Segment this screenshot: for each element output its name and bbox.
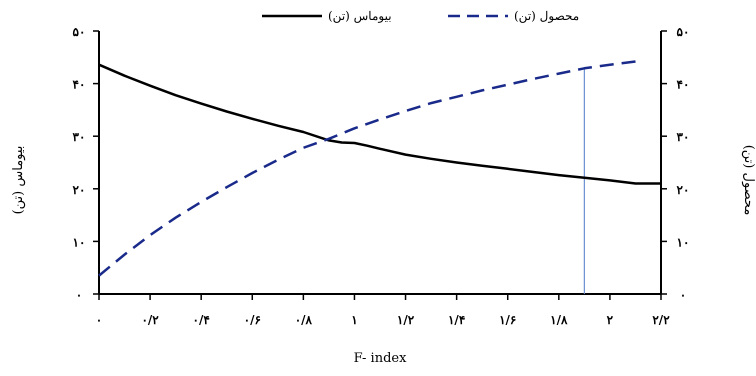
x-tick-label: ۱/۶ (499, 313, 516, 327)
series-line-product (98, 60, 636, 277)
x-tick-label: ۰/۴ (193, 313, 210, 327)
series-line-biomass (98, 63, 661, 185)
y-axis-title-right: محصول (تن) (741, 145, 756, 216)
x-tick-label: ۰ (96, 313, 102, 327)
y-tick-label-left: ۰ (76, 288, 82, 302)
y-tick-label-left: ۵۰ (73, 25, 86, 39)
x-tick-label: ۲/۲ (652, 313, 670, 327)
y-tick-label-right: ۲۰ (677, 183, 690, 197)
x-tick-label: ۰/۲ (141, 313, 159, 327)
x-tick-label: ۲ (607, 313, 614, 327)
x-tick-label: ۱/۲ (397, 313, 415, 327)
y-tick-label-right: ۴۰ (677, 78, 690, 92)
y-tick-label-left: ۱۰ (73, 235, 86, 249)
y-tick-label-right: ۰ (680, 288, 686, 302)
x-tick-label: ۱ (351, 313, 357, 327)
axes (98, 31, 662, 295)
y-tick-label-left: ۳۰ (73, 130, 86, 144)
x-tick-label: ۱/۴ (448, 313, 465, 327)
legend-label-product: محصول (تن) (514, 9, 579, 23)
y-tick-label-left: ۲۰ (73, 183, 86, 197)
y-tick-label-right: ۵۰ (677, 25, 690, 39)
x-tick-label: ۰/۶ (244, 313, 261, 327)
legend-label-biomass: بیوماس (تن) (328, 9, 392, 23)
legend: بیوماس (تن) محصول (تن) (262, 9, 579, 23)
x-tick-label: ۰/۸ (295, 313, 313, 327)
y-tick-label-right: ۳۰ (677, 130, 690, 144)
x-tick-label: ۱/۸ (550, 313, 568, 327)
y-axis-title-left: بیوماس (تن) (11, 146, 26, 215)
y-tick-label-right: ۱۰ (677, 235, 690, 249)
y-tick-label-left: ۴۰ (73, 78, 86, 92)
series (98, 60, 661, 277)
x-axis-title: F- index (354, 351, 408, 366)
